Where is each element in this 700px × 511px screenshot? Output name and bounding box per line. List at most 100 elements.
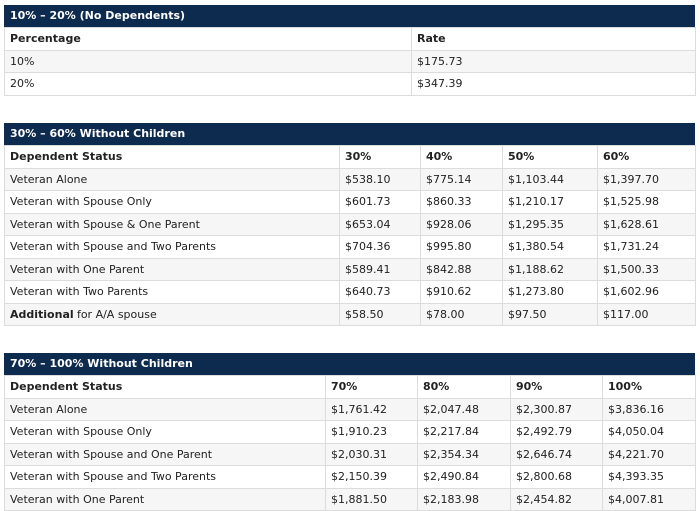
data-row: Veteran with Two Parents $640.73 $910.62 $1… [4, 280, 696, 304]
data-row: Veteran with One Parent $1,881.50 $2,183.9… [4, 487, 696, 511]
table-cell: Veteran with One Parent [4, 487, 326, 511]
table-cell: $2,490.84 [417, 465, 511, 489]
column-header: 80% [417, 375, 511, 399]
data-row: Veteran with Spouse and Two Parents $2,15… [4, 465, 696, 489]
column-header: 90% [510, 375, 603, 399]
data-row: 10% $175.73 [4, 49, 696, 73]
column-header: 60% [597, 145, 696, 169]
table-cell: Veteran with One Parent [4, 257, 340, 281]
table-cell: $1,103.44 [502, 167, 598, 191]
data-row: Veteran Alone $1,761.42 $2,047.48 $2,300.87… [4, 397, 696, 421]
column-header: Dependent Status [4, 145, 340, 169]
table-cell: Veteran with Spouse and Two Parents [4, 235, 340, 259]
table-title: 30% – 60% Without Children [4, 123, 695, 145]
table-cell: 10% [4, 49, 412, 73]
cell-text: for A/A spouse [76, 307, 157, 321]
table-cell: $589.41 [339, 257, 421, 281]
table-cell: $704.36 [339, 235, 421, 259]
table-cell: $2,150.39 [325, 465, 418, 489]
table-cell: $4,007.81 [602, 487, 696, 511]
table-cell: Veteran with Spouse and One Parent [4, 442, 326, 466]
data-row: Veteran with Spouse and One Parent $2,030… [4, 442, 696, 466]
table-cell: $97.50 [502, 302, 598, 326]
table-cell: $910.62 [420, 280, 503, 304]
table-cell: $1,397.70 [597, 167, 696, 191]
table-body: Dependent Status 70% 80% 90% 100% Veteran Alo… [4, 375, 696, 511]
table-cell: $842.88 [420, 257, 503, 281]
table-cell: $640.73 [339, 280, 421, 304]
column-header: Dependent Status [4, 375, 326, 399]
table-cell: $117.00 [597, 302, 696, 326]
table-cell: $1,602.96 [597, 280, 696, 304]
table-cell: $1,761.42 [325, 397, 418, 421]
data-row: Additional for A/A spouse $58.50 $78.00 $97.… [4, 302, 696, 326]
table-cell: $2,300.87 [510, 397, 603, 421]
table-title: 70% – 100% Without Children [4, 353, 695, 375]
table-cell: $2,183.98 [417, 487, 511, 511]
column-header: 30% [339, 145, 421, 169]
table-cell: $1,188.62 [502, 257, 598, 281]
data-row: Veteran with Spouse Only $601.73 $860.33 $1… [4, 190, 696, 214]
table-cell: $78.00 [420, 302, 503, 326]
table-cell: $775.14 [420, 167, 503, 191]
table-cell: $4,050.04 [602, 420, 696, 444]
column-header: 40% [420, 145, 503, 169]
table-cell: Veteran with Spouse Only [4, 420, 326, 444]
table-cell: $2,030.31 [325, 442, 418, 466]
table-cell: Veteran with Spouse and Two Parents [4, 465, 326, 489]
column-header: Percentage [4, 27, 412, 51]
table-cell: $2,454.82 [510, 487, 603, 511]
data-row: Veteran with Spouse Only $1,910.23 $2,217.… [4, 420, 696, 444]
table-cell: $1,295.35 [502, 212, 598, 236]
rate-table-block: 70% – 100% Without Children Dependent Sta… [4, 353, 696, 511]
table-cell: $1,273.80 [502, 280, 598, 304]
table-body: Dependent Status 30% 40% 50% 60% Veteran Alon… [4, 145, 696, 326]
data-row: Veteran with Spouse & One Parent $653.04 $… [4, 212, 696, 236]
table-cell: Veteran with Spouse & One Parent [4, 212, 340, 236]
table-cell: $4,393.35 [602, 465, 696, 489]
table-cell: $2,047.48 [417, 397, 511, 421]
column-header: 100% [602, 375, 696, 399]
header-row: Percentage Rate [4, 27, 696, 51]
column-header: 70% [325, 375, 418, 399]
table-body: Percentage Rate 10% $175.73 20% $347.39 [4, 27, 696, 96]
table-cell: Veteran Alone [4, 397, 326, 421]
table-title: 10% – 20% (No Dependents) [4, 5, 695, 27]
page: {"tables": [ {"title": "10% – 20% (No De… [4, 5, 696, 511]
table-cell: Veteran with Two Parents [4, 280, 340, 304]
table-cell: $1,525.98 [597, 190, 696, 214]
table-cell: Veteran Alone [4, 167, 340, 191]
rate-table-block: 30% – 60% Without Children Dependent Stat… [4, 123, 696, 326]
table-cell: $995.80 [420, 235, 503, 259]
table-cell: $175.73 [411, 49, 696, 73]
column-header: Rate [411, 27, 696, 51]
table-cell: $1,628.61 [597, 212, 696, 236]
table-cell: $1,210.17 [502, 190, 598, 214]
cell-bold-text: Additional [10, 307, 74, 321]
table-cell: $2,800.68 [510, 465, 603, 489]
table-cell: $2,217.84 [417, 420, 511, 444]
table-cell: $860.33 [420, 190, 503, 214]
table-cell: $4,221.70 [602, 442, 696, 466]
data-row: Veteran with One Parent $589.41 $842.88 $1,… [4, 257, 696, 281]
rate-table: Percentage Rate 10% $175.73 20% $347.39 [4, 27, 696, 96]
rate-table: Dependent Status 70% 80% 90% 100% Veteran Alo… [4, 375, 696, 511]
table-cell: 20% [4, 72, 412, 96]
header-row: Dependent Status 70% 80% 90% 100% [4, 375, 696, 399]
table-cell: $2,492.79 [510, 420, 603, 444]
header-row: Dependent Status 30% 40% 50% 60% [4, 145, 696, 169]
table-cell: $1,731.24 [597, 235, 696, 259]
column-header: 50% [502, 145, 598, 169]
table-cell: $1,380.54 [502, 235, 598, 259]
table-cell: $3,836.16 [602, 397, 696, 421]
table-cell: $58.50 [339, 302, 421, 326]
table-cell: Additional for A/A spouse [4, 302, 340, 326]
data-row: 20% $347.39 [4, 72, 696, 96]
rate-table: Dependent Status 30% 40% 50% 60% Veteran Alon… [4, 145, 696, 326]
table-cell: Veteran with Spouse Only [4, 190, 340, 214]
table-cell: $2,354.34 [417, 442, 511, 466]
rate-table-block: 10% – 20% (No Dependents) Percentage Rate 1… [4, 5, 696, 96]
table-cell: $1,910.23 [325, 420, 418, 444]
table-cell: $2,646.74 [510, 442, 603, 466]
table-cell: $1,500.33 [597, 257, 696, 281]
